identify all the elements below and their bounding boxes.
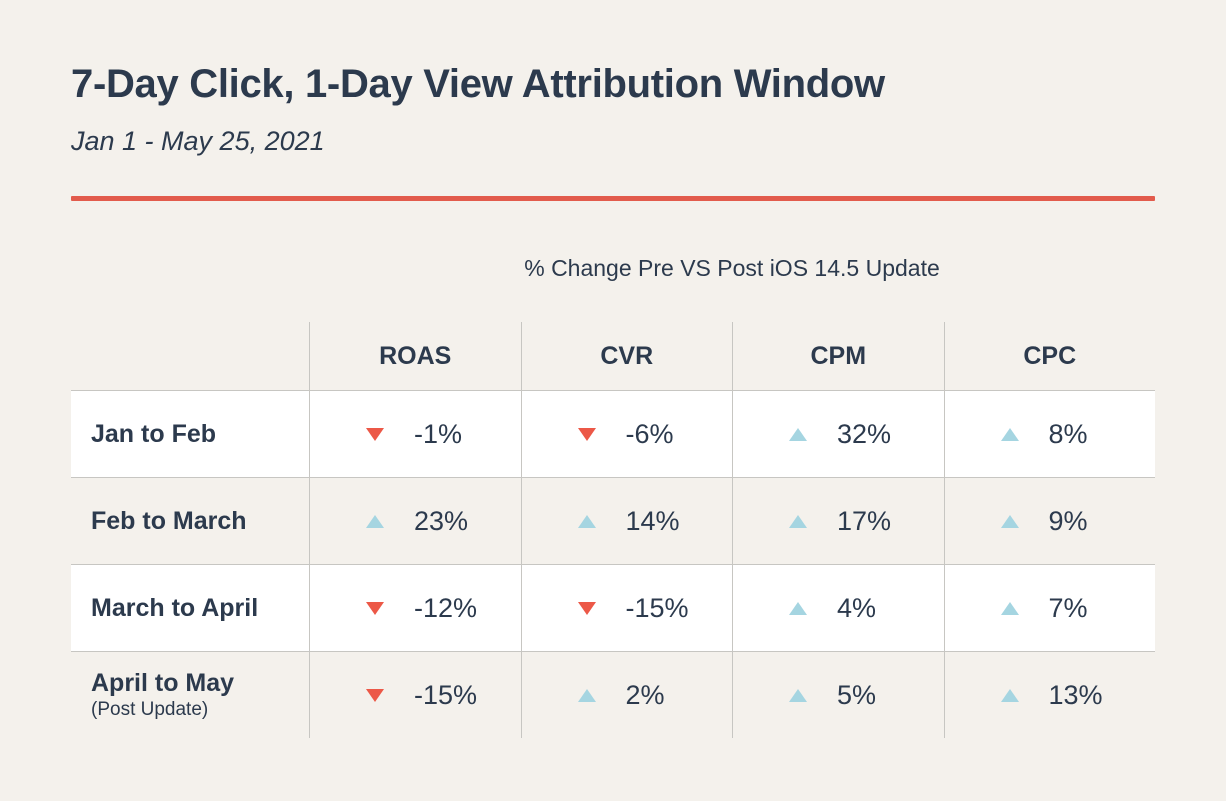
column-header-cpc: CPC <box>943 322 1156 390</box>
row-label: April to May <box>91 669 235 697</box>
table-cell-cpc: 9% <box>943 478 1156 564</box>
arrow-up-icon <box>577 688 596 702</box>
cell-value: -15% <box>625 593 689 623</box>
cell-value: 7% <box>1048 593 1088 623</box>
cell-value: -6% <box>625 419 674 449</box>
cell-value: 8% <box>1048 419 1088 449</box>
arrow-up-icon <box>366 514 384 528</box>
table-cell-cpm: 5% <box>732 652 944 738</box>
table-row-april-to-may: April to May (Post Update) -15% 2% 5% 13… <box>71 651 1155 738</box>
arrow-down-icon <box>366 688 384 702</box>
table-cell-cvr: -6% <box>520 391 733 477</box>
arrow-down-icon <box>577 427 596 441</box>
table-row-jan-to-feb: Jan to Feb -1% -6% 32% 8% <box>71 390 1155 477</box>
table-cell-cvr: 2% <box>520 652 733 738</box>
cell-value: -12% <box>414 593 478 623</box>
table-cell-roas: -12% <box>309 565 521 651</box>
cell-value: 9% <box>1048 506 1088 536</box>
row-label-cell: Feb to March <box>71 478 309 564</box>
page-title: 7-Day Click, 1-Day View Attribution Wind… <box>71 62 885 106</box>
table-cell-cpm: 32% <box>732 391 944 477</box>
arrow-down-icon <box>366 601 384 615</box>
table-cell-roas: -15% <box>309 652 521 738</box>
arrow-up-icon <box>1000 427 1019 441</box>
cell-value: 4% <box>837 593 877 623</box>
arrow-up-icon <box>1000 601 1019 615</box>
arrow-up-icon <box>1000 514 1019 528</box>
cell-value: -1% <box>414 419 463 449</box>
table-row-feb-to-march: Feb to March 23% 14% 17% 9% <box>71 477 1155 564</box>
cell-value: 13% <box>1048 680 1103 710</box>
row-sublabel: (Post Update) <box>91 699 209 720</box>
column-header-cpm: CPM <box>732 322 944 390</box>
table-cell-cvr: 14% <box>520 478 733 564</box>
arrow-up-icon <box>789 514 807 528</box>
row-label: March to April <box>91 593 259 622</box>
arrow-up-icon <box>789 427 807 441</box>
table-cell-cpc: 8% <box>943 391 1156 477</box>
row-label-cell: Jan to Feb <box>71 391 309 477</box>
table-header-row: ROAS CVR CPM CPC <box>71 322 1155 390</box>
arrow-up-icon <box>789 688 807 702</box>
table-cell-cpc: 7% <box>943 565 1156 651</box>
arrow-down-icon <box>366 427 384 441</box>
table-cell-cpm: 4% <box>732 565 944 651</box>
column-header-cvr: CVR <box>520 322 733 390</box>
table-row-march-to-april: March to April -12% -15% 4% 7% <box>71 564 1155 651</box>
table-cell-roas: -1% <box>309 391 521 477</box>
arrow-up-icon <box>577 514 596 528</box>
row-label-cell: April to May (Post Update) <box>71 652 309 738</box>
row-label-cell: March to April <box>71 565 309 651</box>
column-header-roas: ROAS <box>309 322 521 390</box>
row-label: Feb to March <box>91 506 247 535</box>
arrow-up-icon <box>789 601 807 615</box>
table-cell-cpc: 13% <box>943 652 1156 738</box>
table-cell-cvr: -15% <box>520 565 733 651</box>
arrow-up-icon <box>1000 688 1019 702</box>
cell-value: 5% <box>837 680 877 710</box>
arrow-down-icon <box>577 601 596 615</box>
row-label: Jan to Feb <box>91 419 217 448</box>
attribution-table: ROAS CVR CPM CPC Jan to Feb -1% -6% 32% <box>71 322 1155 738</box>
cell-value: -15% <box>414 680 478 710</box>
accent-divider <box>71 196 1155 201</box>
date-range-subtitle: Jan 1 - May 25, 2021 <box>71 126 325 156</box>
cell-value: 2% <box>625 680 665 710</box>
cell-value: 17% <box>837 506 892 536</box>
table-cell-roas: 23% <box>309 478 521 564</box>
cell-value: 32% <box>837 419 892 449</box>
column-header-empty <box>71 322 309 390</box>
table-caption: % Change Pre VS Post iOS 14.5 Update <box>524 255 940 281</box>
cell-value: 14% <box>625 506 680 536</box>
table-cell-cpm: 17% <box>732 478 944 564</box>
cell-value: 23% <box>414 506 469 536</box>
